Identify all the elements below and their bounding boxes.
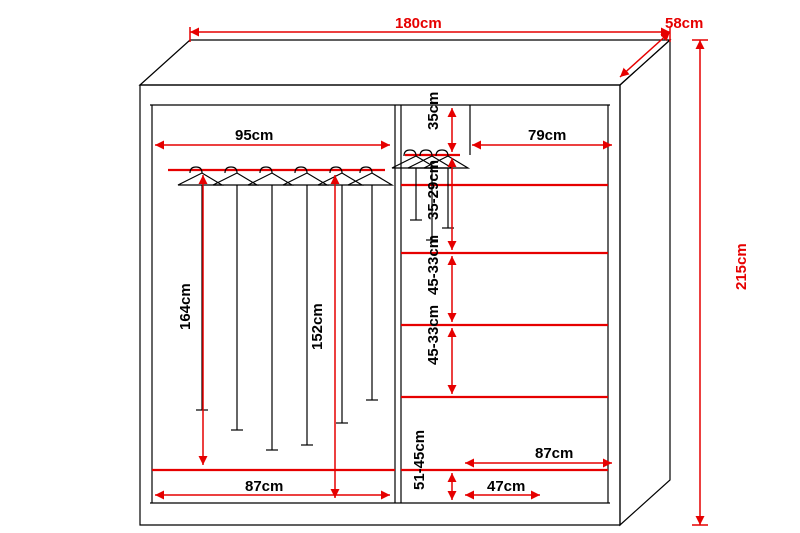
svg-text:35-29cm: 35-29cm	[425, 160, 442, 220]
svg-text:35cm: 35cm	[425, 92, 442, 130]
svg-text:51-45cm: 51-45cm	[411, 430, 428, 490]
svg-text:47cm: 47cm	[487, 478, 525, 495]
svg-text:180cm: 180cm	[395, 15, 442, 32]
svg-text:79cm: 79cm	[528, 127, 566, 144]
svg-text:45-33cm: 45-33cm	[425, 235, 442, 295]
svg-text:164cm: 164cm	[177, 283, 194, 330]
svg-text:45-33cm: 45-33cm	[425, 305, 442, 365]
svg-text:87cm: 87cm	[245, 478, 283, 495]
svg-text:152cm: 152cm	[309, 303, 326, 350]
svg-text:95cm: 95cm	[235, 127, 273, 144]
svg-text:58cm: 58cm	[665, 15, 703, 32]
wardrobe-diagram: 180cm 58cm 215cm 95cm 79cm 87cm 87cm 47cm 164cm 1…	[0, 0, 800, 533]
svg-text:87cm: 87cm	[535, 445, 573, 462]
svg-text:215cm: 215cm	[733, 243, 750, 290]
